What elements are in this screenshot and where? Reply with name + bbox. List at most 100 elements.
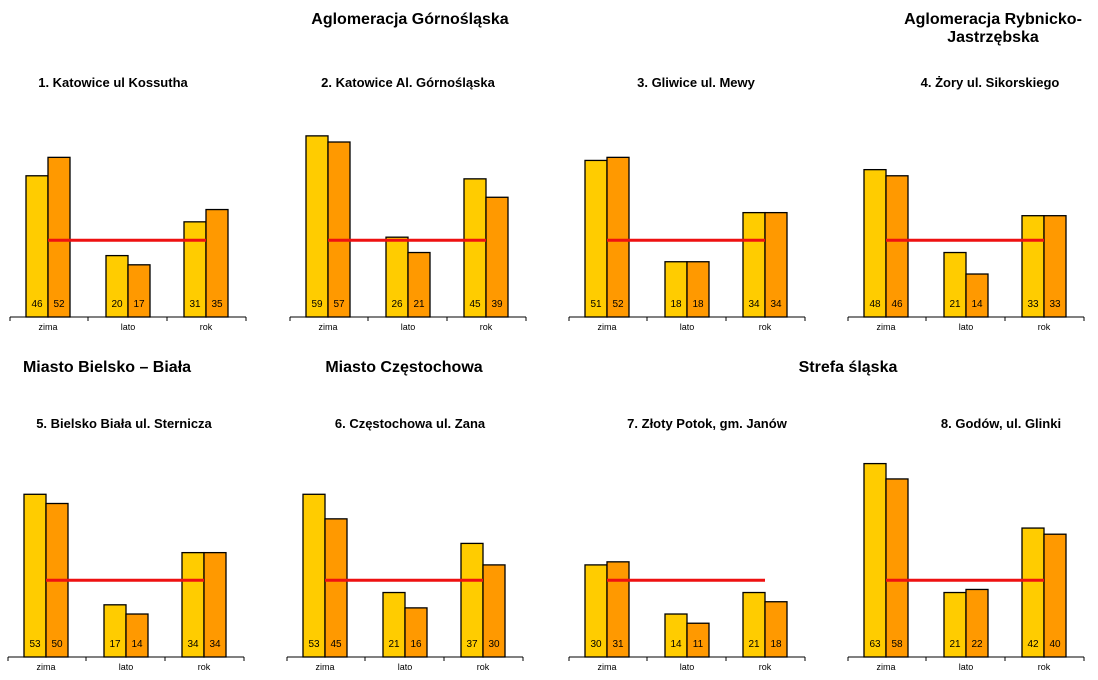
bar-zima-series-1 — [863, 168, 887, 318]
bar-zima-series-1 — [584, 159, 608, 318]
data-label-rok-series-1: 34 — [187, 639, 199, 650]
x-tick-label-zima: zima — [318, 322, 337, 332]
data-label-zima-series-2: 45 — [330, 639, 342, 650]
data-label-lato-series-2: 21 — [413, 299, 425, 310]
data-label-lato-series-1: 21 — [388, 639, 400, 650]
bar-zima-series-1 — [305, 135, 329, 318]
bar-zima-series-2 — [885, 175, 909, 318]
bar-zima-series-1 — [25, 175, 49, 318]
bar-rok-series-2 — [764, 601, 788, 658]
data-label-rok-series-2: 35 — [211, 299, 223, 310]
group-title-text: Aglomeracja Rybnicko-Jastrzębska — [904, 11, 1082, 46]
x-tick-label-rok: rok — [477, 662, 490, 672]
chart-7-zloty-potok: 30 31 zima 14 11 lato 21 18 rok — [568, 561, 806, 672]
x-tick-label-rok: rok — [480, 322, 493, 332]
data-label-lato-series-2: 18 — [692, 299, 704, 310]
data-label-lato-series-1: 21 — [949, 639, 961, 650]
x-tick-label-zima: zima — [36, 662, 55, 672]
group-title-miasto-bielsko-biala: Miasto Bielsko – Biała — [22, 359, 192, 376]
bar-zima-series-2 — [47, 156, 71, 318]
data-label-rok-series-2: 34 — [209, 639, 221, 650]
data-label-lato-series-1: 21 — [949, 299, 961, 310]
x-tick-label-lato: lato — [121, 322, 136, 332]
group-title-strefa-slaska: Strefa śląska — [798, 359, 898, 376]
chart-8-godow-glinki: 63 58 zima 21 22 lato 42 40 rok — [847, 462, 1085, 672]
bar-lato-series-2 — [125, 613, 149, 658]
bar-zima-series-2 — [606, 156, 630, 318]
x-tick-label-zima: zima — [315, 662, 334, 672]
chart-title-5: 5. Bielsko Biała ul. Sternicza — [36, 416, 212, 431]
data-label-lato-series-1: 18 — [670, 299, 682, 310]
x-tick-label-zima: zima — [597, 662, 616, 672]
bar-rok-series-2 — [485, 196, 509, 318]
data-label-rok-series-2: 30 — [488, 639, 500, 650]
x-tick-label-rok: rok — [1038, 322, 1051, 332]
data-label-zima-series-2: 58 — [891, 639, 903, 650]
data-label-zima-series-2: 46 — [891, 299, 903, 310]
data-label-lato-series-1: 14 — [670, 639, 682, 650]
bar-rok-series-2 — [203, 551, 227, 658]
data-label-rok-series-1: 31 — [189, 299, 201, 310]
bar-zima-series-2 — [885, 478, 909, 658]
x-tick-label-rok: rok — [1038, 662, 1051, 672]
data-label-lato-series-2: 14 — [971, 299, 983, 310]
chart-4-zory-sikorskiego: 48 46 zima 21 14 lato 33 33 rok — [847, 168, 1085, 332]
bar-lato-series-2 — [965, 588, 989, 658]
x-tick-label-lato: lato — [959, 662, 974, 672]
data-label-lato-series-2: 17 — [133, 299, 145, 310]
chart-title-2: 2. Katowice Al. Górnośląska — [321, 75, 495, 90]
x-tick-label-zima: zima — [38, 322, 57, 332]
data-label-rok-series-1: 42 — [1027, 639, 1039, 650]
bar-rok-series-1 — [463, 178, 487, 318]
data-label-rok-series-1: 45 — [469, 299, 481, 310]
x-tick-label-rok: rok — [200, 322, 213, 332]
bar-zima-series-2 — [327, 141, 351, 318]
data-label-lato-series-1: 17 — [109, 639, 121, 650]
x-tick-label-zima: zima — [876, 662, 895, 672]
chart-title-6: 6. Częstochowa ul. Zana — [334, 416, 486, 431]
bar-rok-series-2 — [1043, 215, 1067, 318]
data-label-rok-series-1: 33 — [1027, 299, 1039, 310]
x-tick-label-lato: lato — [401, 322, 416, 332]
chart-3-gliwice-mewy: 51 52 zima 18 18 lato 34 34 rok — [568, 156, 806, 332]
group-title-aglomeracja-gornoslaska: Aglomeracja Górnośląska — [311, 11, 509, 28]
data-label-rok-series-2: 33 — [1049, 299, 1061, 310]
chart-2-katowice-al-gornoslaska: 59 57 zima 26 21 lato 45 39 rok — [289, 135, 527, 332]
data-label-zima-series-2: 57 — [333, 299, 345, 310]
chart-title-1: 1. Katowice ul Kossutha — [38, 75, 188, 90]
x-tick-label-zima: zima — [876, 322, 895, 332]
data-label-zima-series-2: 31 — [612, 639, 624, 650]
bar-rok-series-1 — [1021, 527, 1045, 658]
data-label-zima-series-1: 46 — [31, 299, 43, 310]
bar-rok-series-2 — [764, 211, 788, 318]
x-tick-label-rok: rok — [198, 662, 211, 672]
chart-1-katowice-kossutha: 46 52 zima 20 17 lato 31 35 rok — [9, 156, 247, 332]
x-tick-label-lato: lato — [959, 322, 974, 332]
chart-title-3: 3. Gliwice ul. Mewy — [637, 75, 755, 90]
bar-lato-series-2 — [127, 264, 151, 318]
bar-zima-series-2 — [606, 561, 630, 658]
chart-title-8: 8. Godów, ul. Glinki — [940, 416, 1062, 431]
group-title-miasto-czestochowa: Miasto Częstochowa — [325, 359, 483, 376]
chart-title-7: 7. Złoty Potok, gm. Janów — [627, 416, 787, 431]
data-label-zima-series-1: 30 — [590, 639, 602, 650]
bar-zima-series-1 — [302, 493, 326, 658]
bar-rok-series-2 — [205, 208, 229, 318]
data-label-rok-series-2: 18 — [770, 639, 782, 650]
data-label-lato-series-1: 26 — [391, 299, 403, 310]
data-label-zima-series-1: 53 — [308, 639, 320, 650]
data-label-zima-series-2: 52 — [612, 299, 624, 310]
data-label-zima-series-2: 52 — [53, 299, 65, 310]
chart-6-czestochowa-zana: 53 45 zima 21 16 lato 37 30 rok — [286, 493, 524, 672]
data-label-zima-series-1: 59 — [311, 299, 323, 310]
data-label-rok-series-2: 39 — [491, 299, 503, 310]
data-label-lato-series-2: 16 — [410, 639, 422, 650]
bar-lato-series-1 — [664, 613, 688, 658]
x-tick-label-zima: zima — [597, 322, 616, 332]
chart-title-4: 4. Żory ul. Sikorskiego — [920, 75, 1060, 90]
data-label-rok-series-1: 21 — [748, 639, 760, 650]
bar-zima-series-2 — [324, 518, 348, 658]
data-label-lato-series-2: 14 — [131, 639, 143, 650]
bar-rok-series-2 — [482, 564, 506, 658]
x-tick-label-lato: lato — [680, 662, 695, 672]
